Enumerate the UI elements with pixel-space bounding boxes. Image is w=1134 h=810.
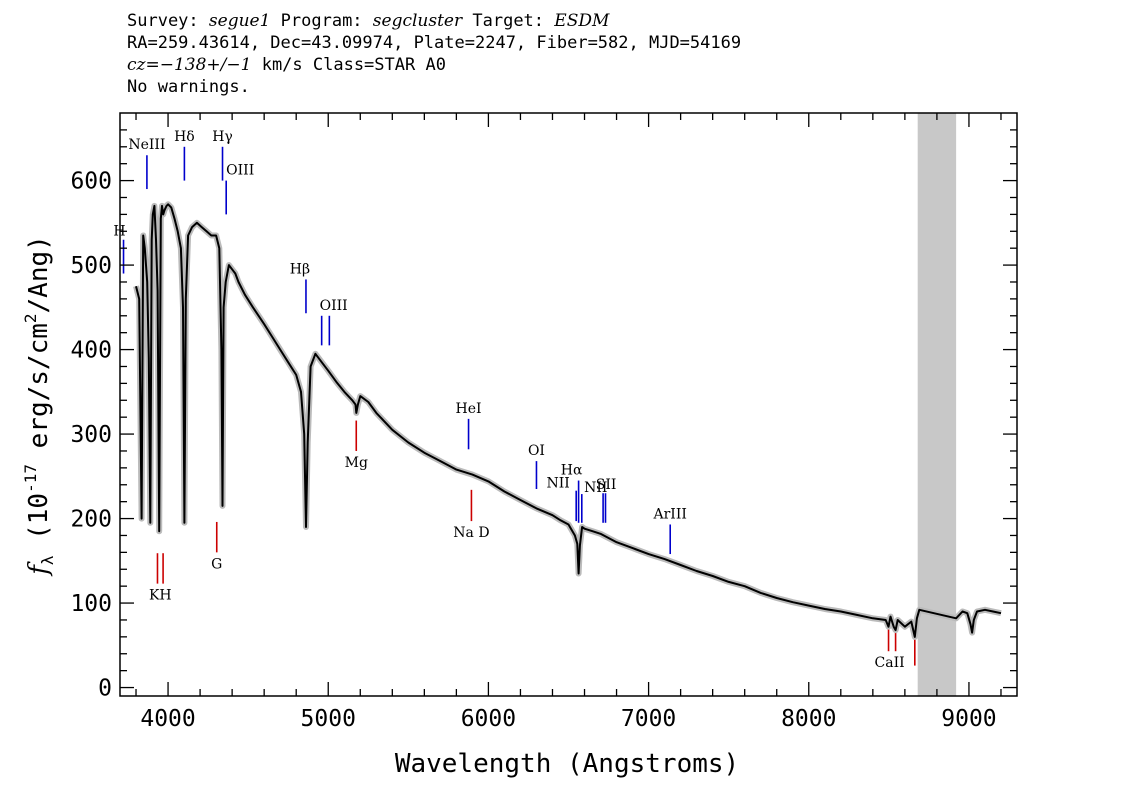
emission-line-label: Hγ	[212, 129, 233, 145]
absorption-line-label: Mg	[345, 455, 368, 471]
emission-line-label: SII	[596, 477, 617, 493]
y-tick-label: 300	[70, 422, 112, 448]
y-axis-title: fλ (10-17 erg/s/cm2/Ang)	[21, 235, 57, 577]
emission-line-label: Hδ	[174, 129, 195, 145]
emission-line-label: ArIII	[653, 506, 687, 522]
y-tick-label: 600	[70, 169, 112, 195]
masked-region	[917, 113, 957, 696]
survey-name: segue1	[208, 11, 271, 31]
target-label: Target:	[472, 11, 545, 31]
emission-line-label: Hβ	[290, 261, 310, 277]
absorption-line-label: G	[211, 556, 222, 572]
y-tick-label: 100	[70, 591, 112, 617]
program-label: Program:	[280, 11, 363, 31]
x-tick-label: 7000	[621, 706, 676, 732]
x-tick-label: 9000	[941, 706, 996, 732]
survey-label: Survey:	[127, 11, 199, 31]
emission-line-label: HeI	[456, 401, 482, 417]
class-line: km/s Class=STAR A0	[261, 55, 446, 75]
emission-line-label: NII	[584, 480, 607, 496]
emission-line-label: OIII	[320, 298, 348, 314]
absorption-line-label: CaII	[875, 655, 905, 671]
absorption-line-label: Na D	[453, 525, 489, 541]
absorption-line-label: KH	[149, 588, 172, 604]
emission-line-label: NeIII	[128, 137, 165, 153]
emission-line-label: OI	[528, 443, 545, 459]
axis-ticks: 4000 5000 6000 7000 8000 9000 0 100 200 300 400 500…	[70, 113, 1017, 732]
y-tick-label: 500	[70, 253, 112, 279]
x-tick-label: 5000	[301, 706, 356, 732]
x-tick-label: 6000	[461, 706, 516, 732]
y-tick-label: 0	[98, 676, 112, 702]
emission-line-label: NII	[547, 476, 570, 492]
spectrum-line	[135, 203, 1002, 638]
y-tick-label: 400	[70, 338, 112, 364]
x-tick-label: 8000	[781, 706, 836, 732]
warnings-line: No warnings.	[127, 77, 250, 97]
x-tick-label: 4000	[140, 706, 195, 732]
emission-line-label: OIII	[226, 163, 254, 179]
x-axis-title: Wavelength (Angstroms)	[395, 749, 739, 779]
y-tick-label: 200	[70, 507, 112, 533]
redshift-value: cz=−138+/−1	[127, 55, 252, 75]
plot-frame	[119, 112, 1018, 697]
target-name: ESDM	[554, 11, 610, 31]
coordinates-line: RA=259.43614, Dec=43.09974, Plate=2247, …	[127, 33, 742, 53]
program-name: segcluster	[372, 11, 463, 31]
spectrum-header: Survey: segue1 Program: segcluster Targe…	[127, 10, 741, 98]
error-band	[133, 201, 1002, 640]
emission-line-label: Hα	[561, 463, 583, 479]
